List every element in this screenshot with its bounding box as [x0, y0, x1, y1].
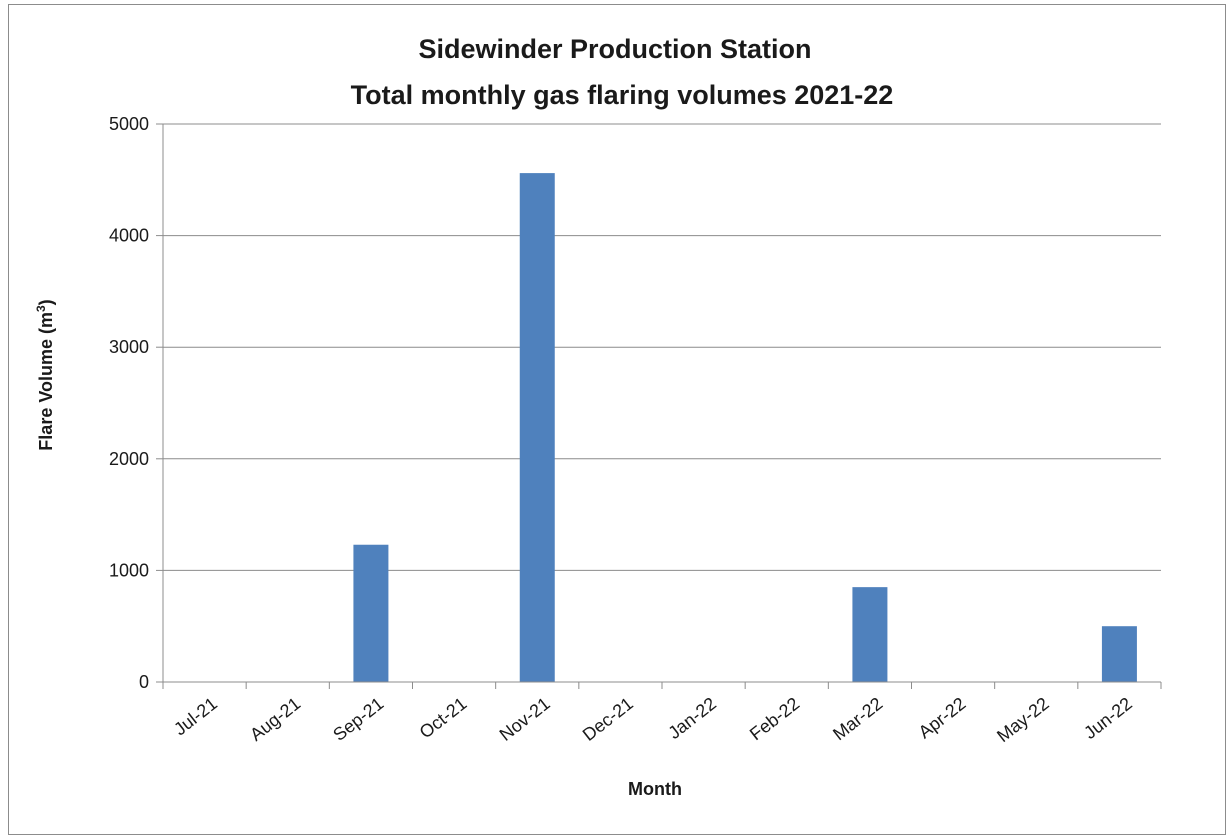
x-tick-label-Jul-21: Jul-21: [170, 693, 221, 739]
gridlines: [163, 123, 1161, 571]
y-axis-title-superscript: 3: [34, 305, 48, 312]
bar-Jun-22: [1101, 626, 1137, 682]
x-tick-label-Sep-21: Sep-21: [329, 693, 387, 744]
axes: [156, 123, 1162, 689]
chart-title: Sidewinder Production Station: [418, 34, 811, 64]
x-tick-label-Oct-21: Oct-21: [416, 693, 471, 742]
y-tick-labels: 0 1000 2000 3000 4000 5000: [109, 114, 149, 692]
bar-Mar-22: [852, 587, 888, 682]
y-axis-title-main: Flare Volume (m: [36, 312, 56, 451]
bars: [353, 173, 1137, 682]
x-axis-title: Month: [628, 779, 682, 799]
y-tick-label-2000: 2000: [109, 449, 149, 469]
y-tick-label-5000: 5000: [109, 114, 149, 134]
chart-frame: [8, 4, 1226, 835]
x-tick-label-Apr-22: Apr-22: [915, 693, 970, 742]
y-tick-label-0: 0: [139, 672, 149, 692]
chart-subtitle: Total monthly gas flaring volumes 2021-2…: [351, 80, 894, 110]
y-axis-title: Flare Volume (m3): [34, 299, 56, 450]
x-tick-labels: Jul-21 Aug-21 Sep-21 Oct-21 Nov-21 Dec-21 Jan-…: [170, 693, 1136, 746]
bar-Sep-21: [353, 544, 389, 682]
y-tick-label-1000: 1000: [109, 560, 149, 580]
y-axis-title-end: ): [36, 299, 56, 305]
y-tick-label-3000: 3000: [109, 337, 149, 357]
y-tick-label-4000: 4000: [109, 226, 149, 246]
x-tick-label-Aug-21: Aug-21: [246, 693, 304, 744]
x-tick-label-May-22: May-22: [993, 693, 1053, 746]
x-tick-label-Mar-22: Mar-22: [829, 693, 886, 744]
x-tick-label-Dec-21: Dec-21: [579, 693, 637, 744]
x-tick-label-Feb-22: Feb-22: [746, 693, 803, 744]
x-tick-label-Jun-22: Jun-22: [1080, 693, 1136, 743]
bar-Nov-21: [519, 173, 555, 682]
x-tick-label-Jan-22: Jan-22: [664, 693, 720, 743]
x-tick-label-Nov-21: Nov-21: [496, 693, 554, 744]
